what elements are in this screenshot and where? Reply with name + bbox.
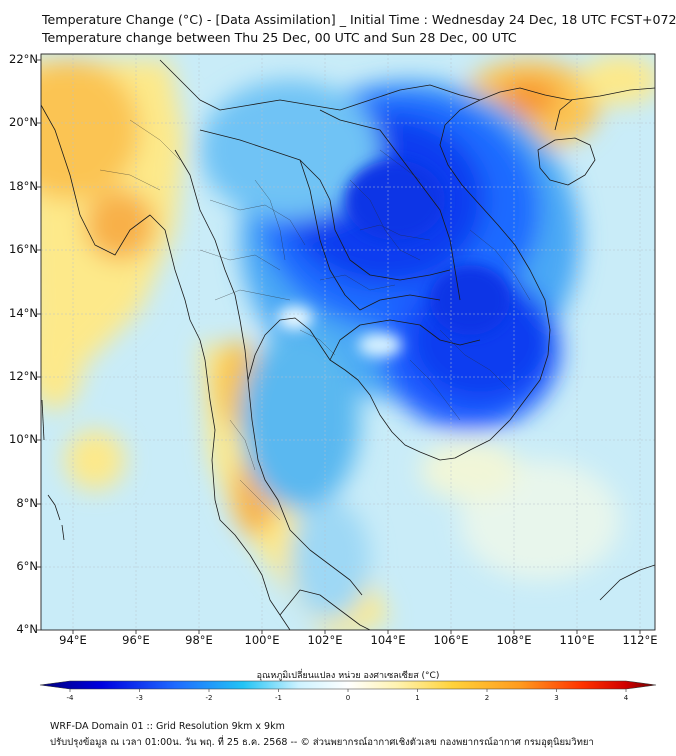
lat-tick-label: 10°N bbox=[9, 432, 38, 446]
lon-tick-label: 100°E bbox=[244, 633, 280, 647]
lat-tick-label: 12°N bbox=[9, 369, 38, 383]
colorbar-ticks bbox=[69, 689, 627, 692]
lon-tick-label: 112°E bbox=[622, 633, 658, 647]
lon-tick-label: 102°E bbox=[307, 633, 343, 647]
lat-tick-label: 6°N bbox=[16, 559, 38, 573]
lon-tick-label: 110°E bbox=[559, 633, 595, 647]
lat-tick-label: 16°N bbox=[9, 242, 38, 256]
lat-tick-label: 18°N bbox=[9, 179, 38, 193]
colorbar-tick-label: 4 bbox=[623, 694, 629, 702]
footer-model-info: WRF-DA Domain 01 :: Grid Resolution 9km … bbox=[50, 721, 285, 732]
colorbar bbox=[39, 680, 657, 690]
temperature-field bbox=[41, 54, 655, 630]
colorbar-tick-label: 2 bbox=[484, 694, 490, 702]
colorbar-tick-label: 0 bbox=[345, 694, 351, 702]
figure-title: Temperature Change (°C) - [Data Assimila… bbox=[42, 12, 676, 27]
lat-tick-label: 4°N bbox=[16, 622, 38, 636]
lat-tick-label: 20°N bbox=[9, 115, 38, 129]
colorbar-tick-label: -2 bbox=[205, 694, 213, 702]
lon-tick-label: 106°E bbox=[433, 633, 469, 647]
lon-tick-label: 104°E bbox=[370, 633, 406, 647]
colorbar-tick-label: 3 bbox=[554, 694, 559, 702]
province-boundaries bbox=[99, 119, 531, 521]
colorbar-title: อุณหภูมิเปลี่ยนแปลง หน่วย องศาเซลเซียส (… bbox=[256, 671, 440, 681]
colorbar-tick-label: 1 bbox=[415, 694, 420, 702]
colorbar-tick-label: -3 bbox=[136, 694, 143, 702]
figure-subtitle: Temperature change between Thu 25 Dec, 0… bbox=[42, 30, 517, 45]
gridlines bbox=[41, 54, 655, 630]
lon-tick-label: 96°E bbox=[122, 633, 150, 647]
lat-tick-label: 14°N bbox=[9, 306, 38, 320]
map-frame bbox=[40, 53, 656, 631]
lat-tick-label: 22°N bbox=[9, 52, 38, 66]
axis-ticks bbox=[37, 59, 641, 634]
colorbar-tick-label: -1 bbox=[275, 694, 282, 702]
footer-credit: ปรับปรุงข้อมูล ณ เวลา 01:00น. วัน พฤ. ที… bbox=[50, 737, 594, 748]
colorbar-tick-label: -4 bbox=[66, 694, 74, 702]
lon-tick-label: 98°E bbox=[185, 633, 213, 647]
lon-tick-label: 94°E bbox=[59, 633, 87, 647]
lat-tick-label: 8°N bbox=[16, 496, 38, 510]
country-boundaries bbox=[41, 59, 655, 630]
lon-tick-label: 108°E bbox=[496, 633, 532, 647]
